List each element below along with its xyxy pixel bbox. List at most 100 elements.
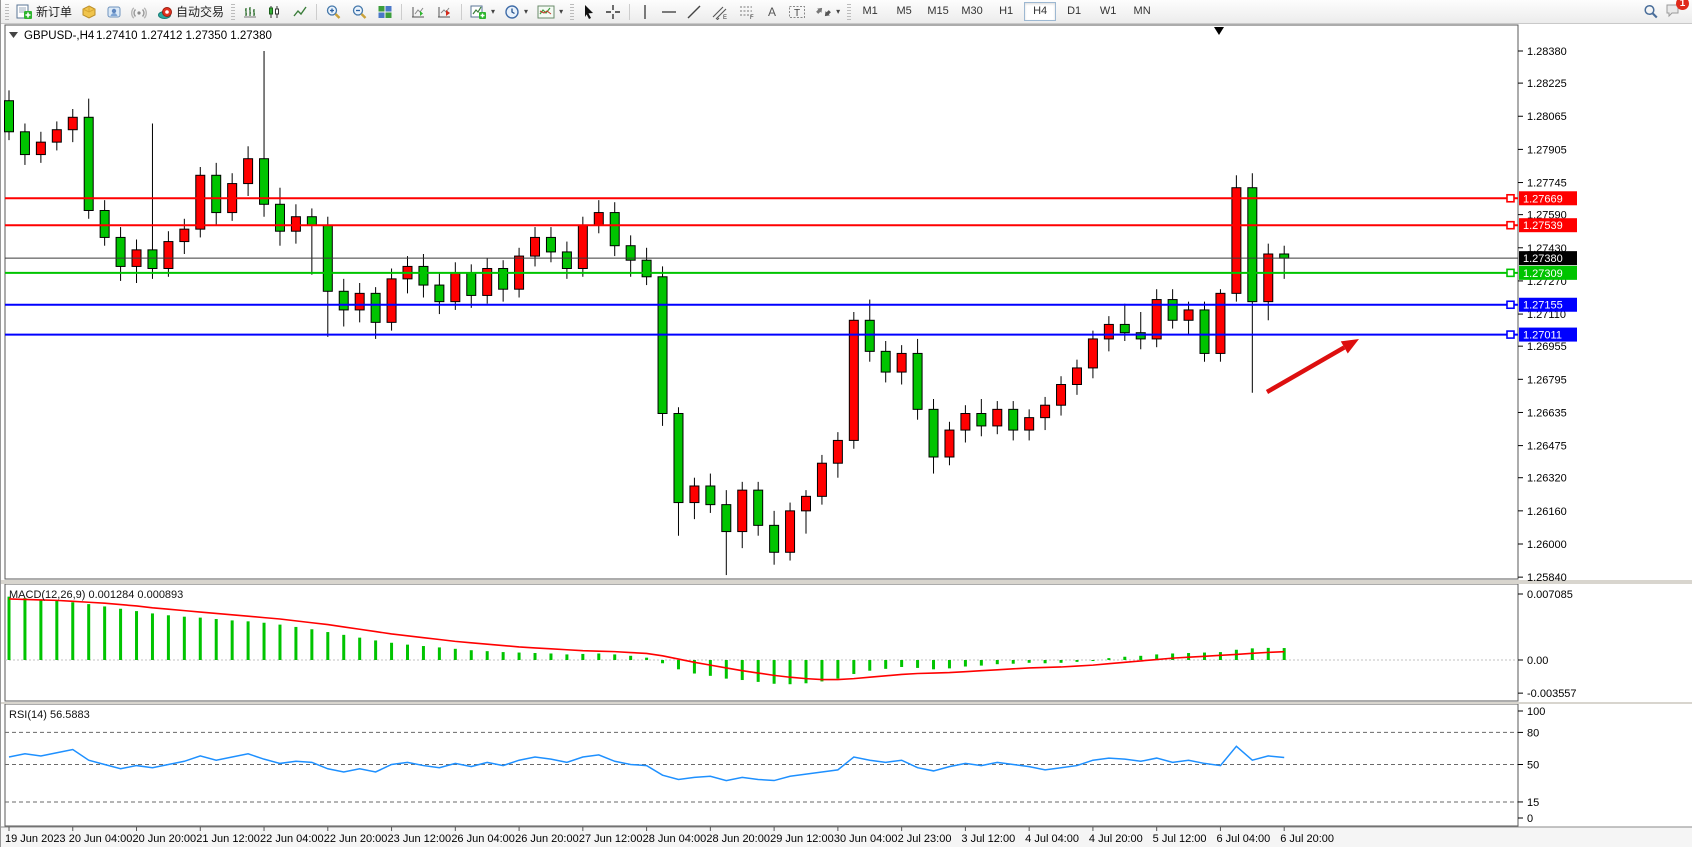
profile-button[interactable] <box>102 1 126 22</box>
search-icon[interactable] <box>1643 4 1659 20</box>
text-label-button[interactable]: T <box>784 1 810 22</box>
svg-text:E: E <box>723 15 727 20</box>
macd-bar <box>517 652 521 660</box>
macd-bar <box>71 602 75 660</box>
candle <box>35 141 46 156</box>
chart-shift-button[interactable] <box>432 1 457 22</box>
macd-bar <box>485 651 489 660</box>
timeframe-m15[interactable]: M15 <box>927 5 949 17</box>
rsi-label: RSI(14) 56.5883 <box>9 709 90 721</box>
timeframe-m5[interactable]: M5 <box>896 5 912 17</box>
timeframe-m1[interactable]: M1 <box>862 5 878 17</box>
time-label: 5 Jul 12:00 <box>1153 833 1207 845</box>
candle <box>19 131 30 156</box>
rsi-pane: 100 80 50 15 0 RSI(14) 56.5883 <box>5 706 1545 825</box>
chart-shift-marker[interactable] <box>1214 27 1224 35</box>
macd-bar <box>390 642 394 660</box>
macd-bar <box>374 640 378 660</box>
time-label: 23 Jun 12:00 <box>388 833 452 845</box>
timeframe-d1[interactable]: D1 <box>1067 5 1082 17</box>
macd-bar <box>724 660 728 679</box>
timeframe-h1[interactable]: H1 <box>999 5 1014 17</box>
horizontal-lines[interactable]: 1.27669 1.27539 1.27380 1.27309 1.27155 1.270… <box>5 191 1577 342</box>
macd-bar <box>661 660 665 664</box>
add-indicator-button[interactable]: ▾ <box>466 1 499 22</box>
svg-text:0.007085: 0.007085 <box>1527 589 1573 601</box>
price-axis[interactable]: 1.28380 1.28225 1.28065 1.27905 1.27745 1.275… <box>1518 46 1567 584</box>
candle <box>641 259 652 278</box>
toolbar-grip[interactable] <box>231 3 236 20</box>
candle <box>195 174 206 230</box>
signal-button[interactable] <box>127 1 151 22</box>
macd-bar <box>310 629 314 660</box>
cursor-button[interactable] <box>577 1 600 22</box>
timeframe-h4[interactable]: H4 <box>1024 2 1057 21</box>
chart-line-icon <box>293 6 307 16</box>
autotrade-button[interactable]: 自动交易 <box>152 1 228 22</box>
svg-text:1.27011: 1.27011 <box>1523 330 1562 342</box>
crosshair-button[interactable] <box>601 1 625 22</box>
candle <box>498 267 509 290</box>
new-order-button[interactable]: 新订单 <box>12 1 76 22</box>
time-label: 27 Jun 12:00 <box>579 833 643 845</box>
notifications-button[interactable]: 1 <box>1665 0 1689 21</box>
period-clock-icon <box>505 4 519 19</box>
macd-bar <box>629 655 633 660</box>
toolbar-grip[interactable] <box>5 3 9 20</box>
fibonacci-button[interactable]: F <box>734 1 760 22</box>
candle <box>705 485 716 506</box>
period-clock-button[interactable]: ▾ <box>500 1 532 22</box>
candle <box>689 485 700 504</box>
chart-bars-button[interactable] <box>238 1 262 22</box>
symbols-button[interactable] <box>77 1 101 22</box>
candle <box>1199 309 1210 354</box>
arrows-button[interactable]: ▾ <box>811 1 844 22</box>
svg-text:1.26475: 1.26475 <box>1527 441 1567 453</box>
channel-button[interactable]: E <box>707 1 733 22</box>
candle <box>801 495 811 512</box>
macd-bar <box>406 644 409 660</box>
macd-bar <box>756 660 760 682</box>
timeframe-w1[interactable]: W1 <box>1099 5 1117 17</box>
hline-button[interactable] <box>657 1 681 22</box>
one-click-trading-toggle[interactable] <box>9 32 18 38</box>
trendline-button[interactable] <box>682 1 706 22</box>
time-label: 6 Jul 04:00 <box>1216 833 1270 845</box>
time-label: 22 Jun 04:00 <box>260 833 324 845</box>
candle <box>561 251 572 269</box>
toolbar-grip[interactable] <box>570 3 575 20</box>
timeframe-mn[interactable]: MN <box>1133 5 1151 17</box>
chart-candles-button[interactable] <box>263 1 287 22</box>
candle <box>274 203 285 232</box>
macd-bar <box>1027 660 1031 663</box>
trend-arrow-annotation[interactable] <box>1265 339 1359 394</box>
macd-bar <box>820 660 824 682</box>
svg-text:15: 15 <box>1527 797 1539 809</box>
chart-svg[interactable]: 1.28380 1.28225 1.28065 1.27905 1.27745 1.275… <box>1 24 1692 847</box>
candle <box>832 439 843 464</box>
text-button[interactable]: A <box>761 1 783 22</box>
chart-line-button[interactable] <box>288 1 312 22</box>
candle <box>848 319 859 441</box>
macd-bar <box>326 632 330 660</box>
candle <box>370 292 381 323</box>
time-label: 3 Jul 12:00 <box>961 833 1015 845</box>
candle <box>1279 253 1290 259</box>
time-axis[interactable]: 19 Jun 2023 20 Jun 04:00 20 Jun 20:00 21 Ju… <box>1 826 1692 847</box>
chart-area[interactable]: 1.28380 1.28225 1.28065 1.27905 1.27745 1.275… <box>1 24 1692 847</box>
svg-text:F: F <box>750 15 754 20</box>
tile-windows-button[interactable] <box>373 1 397 22</box>
macd-bar <box>214 619 218 660</box>
timeframe-m30[interactable]: M30 <box>961 5 983 17</box>
vline-button[interactable] <box>634 1 656 22</box>
candle <box>259 158 270 205</box>
candle <box>306 216 317 226</box>
candle <box>179 228 190 243</box>
autoscroll-button[interactable] <box>406 1 431 22</box>
template-button[interactable]: ▾ <box>533 1 567 22</box>
tile-windows-icon <box>378 5 392 18</box>
zoom-out-button[interactable] <box>347 1 372 22</box>
toolbar-grip[interactable] <box>847 3 852 20</box>
zoom-in-button[interactable] <box>321 1 346 22</box>
macd-bar <box>932 660 936 670</box>
